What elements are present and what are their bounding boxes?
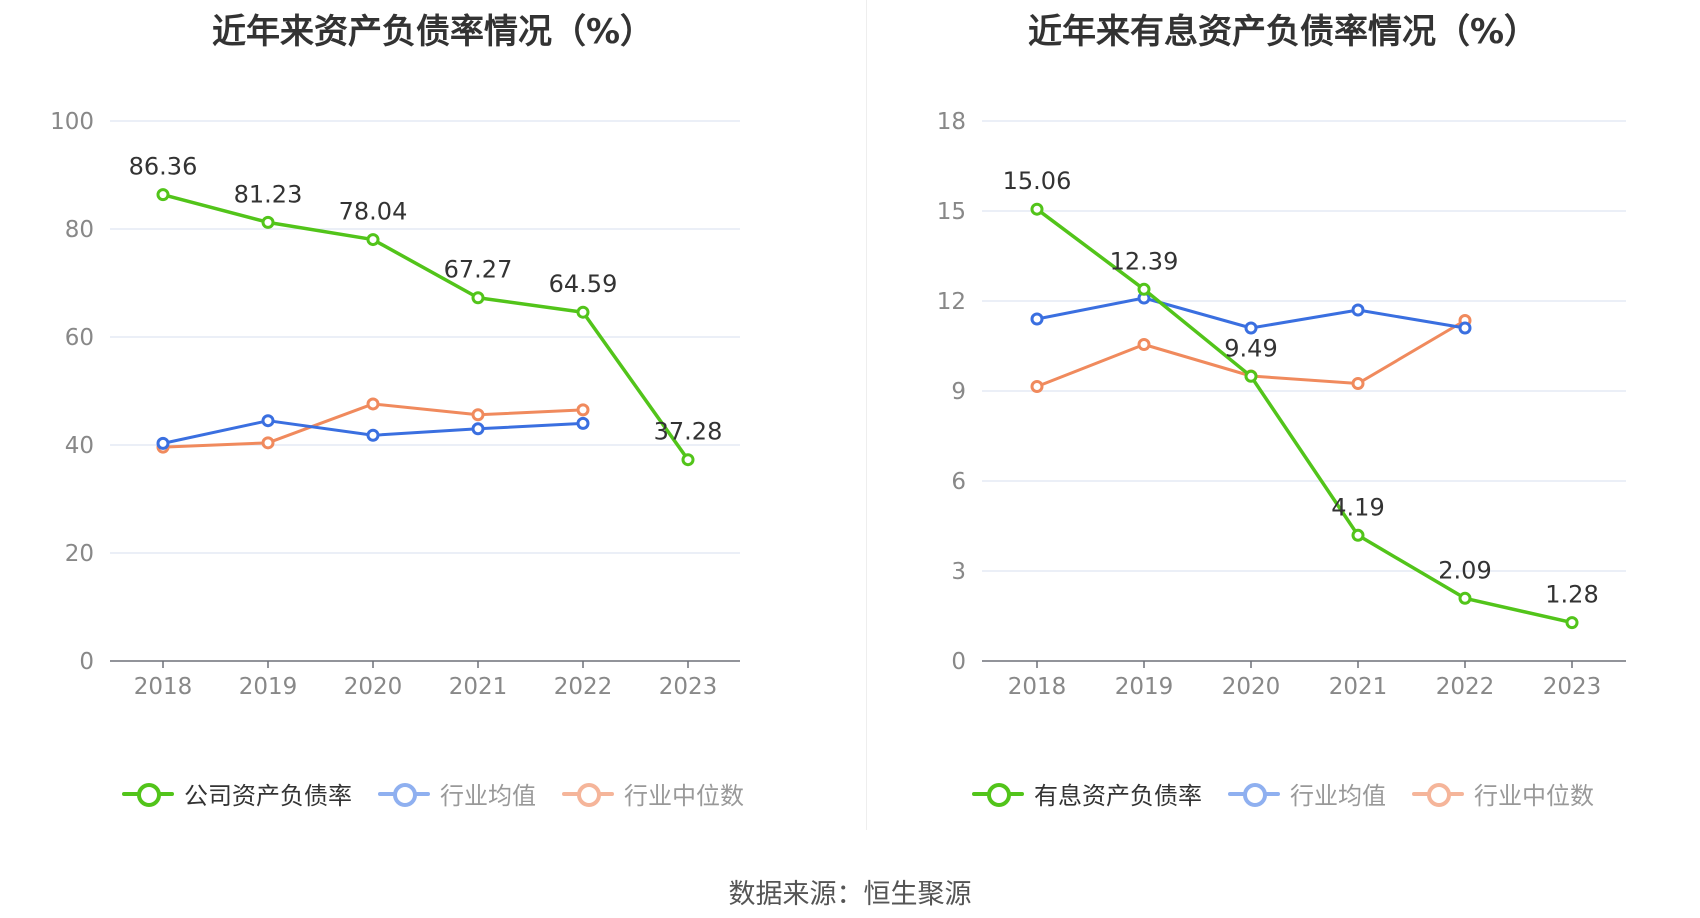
y-tick-label: 100 bbox=[50, 109, 94, 135]
data-point bbox=[1244, 369, 1258, 383]
y-tick-label: 9 bbox=[951, 379, 966, 405]
data-point bbox=[1030, 312, 1044, 326]
legend-green-line-icon bbox=[122, 782, 174, 807]
legend-label: 行业中位数 bbox=[624, 782, 744, 810]
series-line bbox=[162, 192, 690, 461]
y-tick-label: 18 bbox=[937, 109, 966, 135]
data-label: 37.28 bbox=[654, 418, 723, 446]
data-point bbox=[576, 403, 590, 417]
data-point bbox=[471, 422, 485, 436]
data-label: 9.49 bbox=[1224, 334, 1277, 362]
data-point bbox=[1244, 321, 1258, 335]
legend-green-line-icon bbox=[972, 782, 1024, 807]
y-tick-label: 20 bbox=[65, 541, 94, 567]
legend-label: 公司资产负债率 bbox=[184, 782, 352, 810]
chart-panel-debt-ratio: 近年来资产负债率情况（%） 0 20 40 60 80 100 2018 2019 2020 20… bbox=[0, 0, 866, 830]
y-tick-label: 15 bbox=[937, 199, 966, 225]
series-line bbox=[1035, 207, 1573, 625]
chart-panel-interest-debt-ratio: 近年来有息资产负债率情况（%） 0 3 6 9 12 15 18 2018 2019 2020 20… bbox=[866, 0, 1700, 830]
data-point bbox=[1137, 282, 1151, 296]
data-point bbox=[1030, 380, 1044, 393]
data-point bbox=[576, 416, 590, 430]
y-tick-label: 6 bbox=[951, 469, 966, 495]
data-point bbox=[156, 188, 170, 202]
x-tick-label: 2022 bbox=[1436, 674, 1495, 700]
panel-divider bbox=[866, 0, 867, 830]
legend-item-interest-bearing[interactable]: 有息资产负债率 bbox=[972, 776, 1202, 811]
x-tick-label: 2021 bbox=[449, 674, 508, 700]
data-point bbox=[156, 436, 170, 450]
data-point bbox=[1458, 591, 1472, 605]
data-label: 86.36 bbox=[129, 153, 198, 181]
line-chart-debt-ratio: 0 20 40 60 80 100 2018 2019 2020 2021 2022 2023 86.3… bbox=[50, 109, 740, 700]
y-tick-label: 0 bbox=[951, 649, 966, 675]
legend-orange-line-icon bbox=[562, 782, 614, 807]
legend-label: 行业均值 bbox=[1290, 782, 1386, 810]
data-point bbox=[261, 215, 275, 229]
legend-item-industry-median[interactable]: 行业中位数 bbox=[562, 776, 744, 811]
y-tick-label: 3 bbox=[951, 559, 966, 585]
line-chart-interest-debt-ratio: 0 3 6 9 12 15 18 2018 2019 2020 2021 2022 2023 15.06 1… bbox=[937, 109, 1626, 700]
data-point bbox=[681, 453, 695, 467]
data-label: 1.28 bbox=[1545, 581, 1598, 609]
data-point bbox=[366, 428, 380, 442]
y-tick-label: 40 bbox=[65, 433, 94, 459]
data-point bbox=[261, 414, 275, 428]
x-tick-label: 2020 bbox=[1222, 674, 1281, 700]
data-label: 64.59 bbox=[549, 270, 618, 298]
chart-title: 近年来资产负债率情况（%） bbox=[211, 12, 655, 52]
legend-blue-line-icon bbox=[1228, 782, 1280, 807]
data-source-note: 数据来源：恒生聚源 bbox=[728, 879, 972, 910]
legend-item-company[interactable]: 公司资产负债率 bbox=[122, 776, 352, 811]
data-label: 2.09 bbox=[1438, 556, 1491, 584]
y-tick-label: 12 bbox=[937, 289, 966, 315]
data-point bbox=[471, 408, 485, 422]
data-point bbox=[366, 233, 380, 247]
x-tick-label: 2023 bbox=[659, 674, 718, 700]
legend: 公司资产负债率 行业均值 行业中位数 bbox=[0, 776, 866, 811]
x-tick-label: 2019 bbox=[239, 674, 298, 700]
x-tick-label: 2021 bbox=[1329, 674, 1388, 700]
legend-label: 行业中位数 bbox=[1474, 782, 1594, 810]
legend-item-industry-median[interactable]: 行业中位数 bbox=[1412, 776, 1594, 811]
data-point bbox=[1137, 338, 1151, 351]
data-label: 81.23 bbox=[234, 180, 303, 208]
x-tick-label: 2018 bbox=[134, 674, 193, 700]
legend-label: 行业均值 bbox=[440, 782, 536, 810]
x-tick-label: 2019 bbox=[1115, 674, 1174, 700]
chart-title: 近年来有息资产负债率情况（%） bbox=[1027, 12, 1539, 52]
data-point bbox=[1351, 303, 1365, 317]
x-tick-label: 2020 bbox=[344, 674, 403, 700]
data-point bbox=[366, 397, 380, 411]
x-tick-label: 2022 bbox=[554, 674, 613, 700]
data-label: 78.04 bbox=[339, 198, 408, 226]
legend: 有息资产负债率 行业均值 行业中位数 bbox=[866, 776, 1700, 811]
legend-item-industry-average[interactable]: 行业均值 bbox=[378, 776, 536, 811]
data-point bbox=[1351, 528, 1365, 542]
data-point bbox=[471, 291, 485, 305]
x-tick-label: 2018 bbox=[1008, 674, 1067, 700]
y-tick-label: 80 bbox=[65, 217, 94, 243]
data-label: 4.19 bbox=[1331, 493, 1384, 521]
data-label: 15.06 bbox=[1003, 167, 1072, 195]
legend-label: 有息资产负债率 bbox=[1034, 782, 1202, 810]
data-point bbox=[261, 436, 275, 450]
y-tick-label: 60 bbox=[65, 325, 94, 351]
x-tick-label: 2023 bbox=[1543, 674, 1602, 700]
data-point bbox=[1351, 377, 1365, 390]
data-point bbox=[576, 305, 590, 319]
data-label: 12.39 bbox=[1110, 247, 1179, 275]
legend-blue-line-icon bbox=[378, 782, 430, 807]
y-tick-label: 0 bbox=[79, 649, 94, 675]
data-label: 67.27 bbox=[444, 256, 513, 284]
legend-item-industry-average[interactable]: 行业均值 bbox=[1228, 776, 1386, 811]
data-point bbox=[1458, 321, 1472, 335]
legend-orange-line-icon bbox=[1412, 782, 1464, 807]
data-point bbox=[1565, 616, 1579, 630]
data-point bbox=[1030, 202, 1044, 216]
